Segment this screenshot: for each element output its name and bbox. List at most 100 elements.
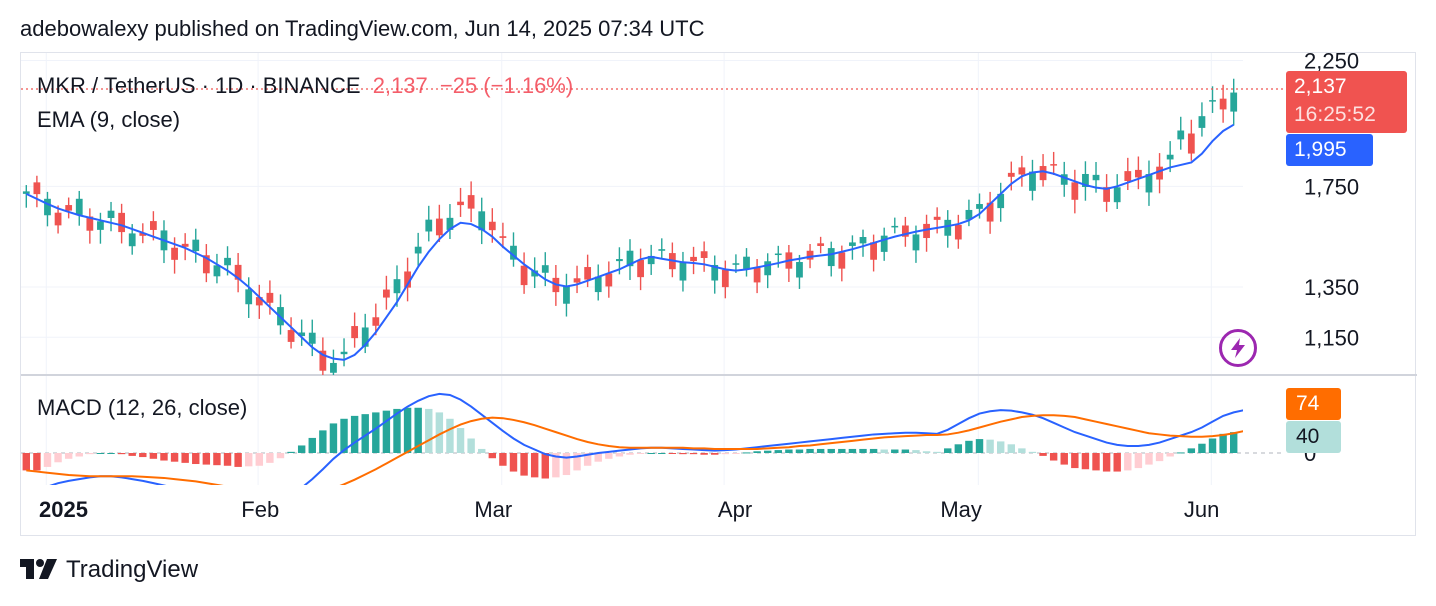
candle-body <box>753 267 761 283</box>
candle-body <box>870 242 877 260</box>
candle-body <box>1029 171 1036 191</box>
countdown-timer: 16:25:52 <box>1294 103 1376 126</box>
histogram-bar <box>827 448 835 453</box>
histogram-bar <box>1177 452 1185 454</box>
histogram-bar <box>1081 453 1090 470</box>
histogram-bar <box>403 407 412 453</box>
candle-body <box>446 217 454 230</box>
candle-body <box>1177 130 1185 140</box>
candle-body <box>1007 172 1015 177</box>
histogram-bar <box>1018 448 1026 453</box>
histogram-bar <box>583 453 592 466</box>
candle-body <box>1219 98 1227 110</box>
candle-body <box>319 350 327 371</box>
histogram-bar <box>234 453 242 467</box>
candle-body <box>298 332 306 337</box>
candle-body <box>806 250 814 260</box>
candle-body <box>255 297 263 306</box>
candle-body <box>743 256 750 269</box>
candle-body <box>531 270 539 277</box>
candle-body <box>933 216 941 220</box>
candle-body <box>1018 167 1026 175</box>
candle-body <box>372 317 380 326</box>
histogram-bar <box>541 453 549 479</box>
histogram-bar <box>86 453 94 455</box>
histogram-bar <box>700 453 708 455</box>
candle-body <box>33 182 41 195</box>
histogram-bar <box>869 448 878 453</box>
histogram-bar <box>509 453 518 472</box>
histogram-bar <box>573 453 581 471</box>
candle-body <box>616 259 623 262</box>
candle-body <box>891 225 899 228</box>
candle-body <box>308 332 316 344</box>
ema-line <box>25 123 1235 361</box>
histogram-value-tag: 40 <box>1286 421 1341 453</box>
histogram-bar <box>22 453 31 471</box>
histogram-bar <box>276 453 285 459</box>
histogram-bar <box>393 408 401 453</box>
histogram-bar <box>816 448 825 453</box>
price-scale-label: 1,150 <box>1304 325 1359 350</box>
histogram-bar <box>711 453 719 455</box>
candle-body <box>457 201 464 206</box>
histogram-bar <box>1028 451 1037 453</box>
candle-body <box>150 221 157 230</box>
histogram-bar <box>75 453 83 457</box>
candle-body <box>901 225 909 237</box>
price-scale-label: 1,750 <box>1304 174 1359 199</box>
macd-group <box>22 392 1243 485</box>
last-price-label: 2,137 <box>372 73 428 98</box>
macd-legend[interactable]: MACD (12, 26, close) <box>37 395 248 420</box>
histogram-bar <box>1208 438 1217 453</box>
candle-body <box>817 243 825 246</box>
candle-body <box>287 330 295 342</box>
candle-body <box>383 289 390 298</box>
histogram-bar <box>552 453 560 478</box>
histogram-bar <box>721 453 730 455</box>
histogram-bar <box>520 453 528 476</box>
histogram-bar <box>329 423 338 453</box>
candle-body <box>584 267 592 280</box>
candle-body <box>128 233 136 247</box>
time-axis-label: 2025 <box>39 497 88 522</box>
candle-body <box>510 245 517 260</box>
histogram-bar <box>880 449 888 453</box>
histogram-bar <box>1187 448 1196 453</box>
histogram-bar <box>33 453 41 471</box>
candle-body <box>827 248 835 267</box>
macd-value-tag: 74 <box>1286 388 1341 420</box>
candle-body <box>732 263 740 265</box>
histogram-bar <box>901 449 910 453</box>
candle-body <box>679 262 687 281</box>
histogram-bar <box>350 415 359 453</box>
publication-header: adebowalexy published on TradingView.com… <box>20 16 705 41</box>
candle-body <box>340 351 348 355</box>
candle-body <box>245 289 253 305</box>
histogram-bar <box>795 449 804 453</box>
candle-body <box>1071 182 1079 200</box>
histogram-bar <box>848 448 857 453</box>
histogram-bar <box>117 453 126 455</box>
candle-body <box>202 255 210 274</box>
candle-body <box>75 198 83 215</box>
candle-body <box>425 219 433 232</box>
tradingview-wordmark: TradingView <box>66 556 199 583</box>
signal-line <box>26 414 1243 485</box>
candle-body <box>965 209 973 220</box>
symbol-legend[interactable]: MKR / TetherUS · 1D · BINANCE 2,137 −25 … <box>37 73 573 99</box>
candle-body <box>605 273 613 287</box>
candle-body <box>414 246 422 254</box>
lightning-icon[interactable] <box>1219 329 1257 367</box>
footer-brand[interactable]: TradingView <box>20 556 198 584</box>
histogram-bar <box>149 453 158 459</box>
histogram-bar <box>1229 432 1238 453</box>
histogram-bar <box>1198 443 1206 453</box>
candle-body <box>721 269 729 288</box>
ema-legend[interactable]: EMA (9, close) <box>37 107 181 132</box>
time-axis-label: Jun <box>1184 497 1219 522</box>
candle-body <box>44 198 51 216</box>
histogram-bar <box>912 450 920 453</box>
candle-body <box>880 235 888 252</box>
